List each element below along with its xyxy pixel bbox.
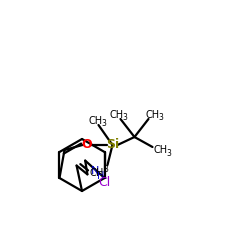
Text: 3: 3: [122, 114, 127, 122]
Text: 3: 3: [103, 166, 108, 174]
Text: CH: CH: [146, 110, 160, 120]
Text: H: H: [96, 168, 103, 178]
Text: 3: 3: [166, 148, 171, 158]
Text: Cl: Cl: [98, 176, 111, 188]
Text: N: N: [91, 166, 100, 175]
Text: 3: 3: [101, 120, 106, 128]
Text: CH: CH: [110, 110, 124, 120]
Text: 3: 3: [158, 114, 163, 122]
Text: Si: Si: [106, 138, 119, 151]
Text: H: H: [97, 170, 104, 180]
Text: C: C: [89, 168, 96, 178]
Text: CH: CH: [154, 145, 168, 155]
Text: O: O: [81, 138, 92, 151]
Text: CH: CH: [88, 116, 102, 126]
